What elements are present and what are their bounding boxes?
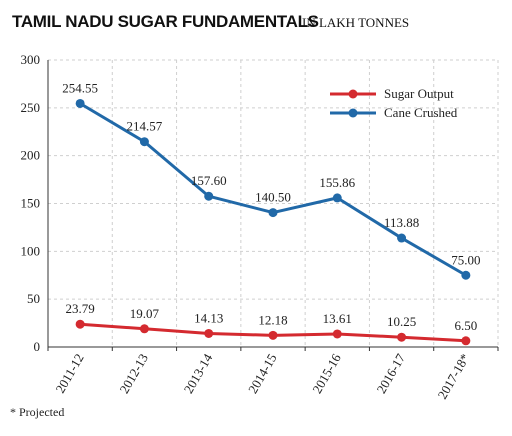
- x-tick-label: 2011-12: [52, 351, 86, 396]
- data-point: [461, 336, 471, 346]
- data-label: 75.00: [451, 252, 480, 267]
- y-tick-label: 200: [21, 148, 41, 163]
- legend-swatch-marker: [348, 108, 358, 118]
- y-tick-label: 150: [21, 196, 41, 211]
- data-point: [461, 270, 471, 280]
- data-point: [204, 328, 214, 338]
- data-point: [332, 193, 342, 203]
- data-point: [397, 332, 407, 342]
- legend-swatch-marker: [348, 89, 358, 99]
- data-label: 113.88: [384, 215, 419, 230]
- data-label: 13.61: [323, 311, 352, 326]
- data-label: 12.18: [258, 312, 287, 327]
- x-tick-label: 2016-17: [374, 351, 409, 396]
- x-tick-label: 2013-14: [181, 351, 216, 396]
- y-tick-label: 0: [34, 339, 41, 354]
- x-tick-label: 2017-18*: [435, 351, 473, 402]
- footnote: * Projected: [10, 405, 64, 419]
- gridlines: [47, 59, 499, 347]
- data-label: 6.50: [454, 318, 477, 333]
- x-tick-labels: 2011-12 2012-13 2013-14 2014-15 2015-16 2016-…: [52, 351, 472, 402]
- data-point: [397, 233, 407, 243]
- series-0: 23.79 19.07 14.13 12.18 13.61 10.25 6.50: [66, 301, 477, 346]
- data-label: 23.79: [66, 301, 95, 316]
- series-1: 254.55 214.57 157.60 140.50 155.86 113.88 75.0…: [62, 80, 480, 280]
- data-label: 254.55: [62, 80, 98, 95]
- y-tick-label: 50: [27, 291, 40, 306]
- y-tick-label: 250: [21, 100, 41, 115]
- data-point: [75, 98, 85, 108]
- legend: Sugar Output Cane Crushed: [330, 86, 458, 120]
- data-label: 19.07: [130, 306, 160, 321]
- data-point: [332, 329, 342, 339]
- data-point: [268, 208, 278, 218]
- legend-label: Sugar Output: [384, 86, 454, 101]
- chart-title: TAMIL NADU SUGAR FUNDAMENTALS: [12, 12, 319, 31]
- data-point: [204, 191, 214, 201]
- y-tick-label: 100: [21, 243, 41, 258]
- data-point: [139, 324, 149, 334]
- data-label: 214.57: [127, 119, 163, 134]
- data-label: 14.13: [194, 310, 223, 325]
- legend-label: Cane Crushed: [384, 105, 458, 120]
- x-tick-label: 2014-15: [245, 351, 280, 396]
- data-point: [75, 319, 85, 329]
- data-label: 155.86: [319, 175, 355, 190]
- data-label: 140.50: [255, 190, 291, 205]
- x-tick-label: 2015-16: [309, 351, 344, 396]
- data-label: 10.25: [387, 314, 416, 329]
- axes: [47, 60, 499, 351]
- y-tick-label: 300: [21, 52, 41, 67]
- y-tick-labels: 0 50 100 150 200 250 300: [21, 52, 41, 354]
- data-label: 157.60: [191, 173, 227, 188]
- data-point: [268, 330, 278, 340]
- series: 23.79 19.07 14.13 12.18 13.61 10.25 6.50 254.55…: [62, 80, 480, 346]
- x-tick-label: 2012-13: [116, 351, 151, 396]
- data-point: [139, 137, 149, 147]
- chart-subtitle: IN LAKH TONNES: [302, 15, 409, 30]
